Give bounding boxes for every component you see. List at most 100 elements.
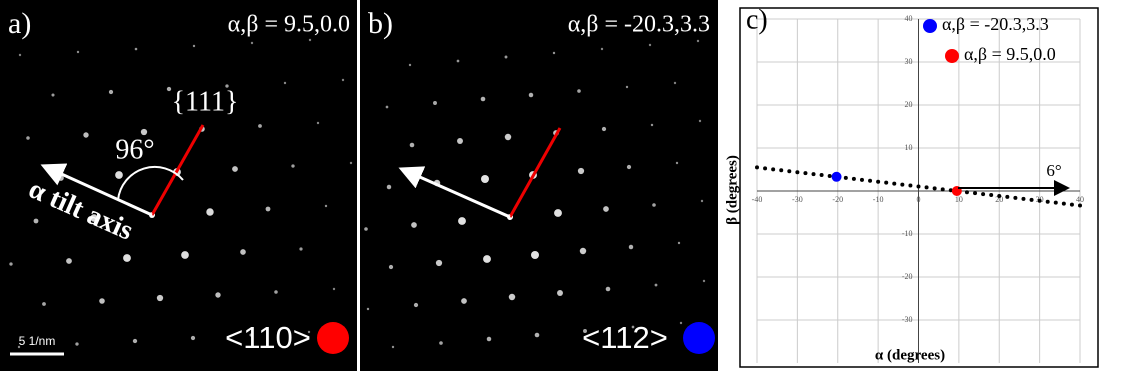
trace-point <box>851 176 856 181</box>
tilt-angles: α,β = 9.5,0.0 <box>228 12 350 38</box>
diffraction-spot <box>240 249 246 255</box>
diffraction-spot <box>181 251 189 259</box>
panel-label: a) <box>8 7 31 40</box>
diffraction-spot <box>283 81 287 85</box>
diffraction-spot <box>605 286 611 292</box>
trace-point <box>916 184 921 189</box>
trace-point <box>819 173 824 178</box>
trace-point <box>811 172 816 177</box>
trace-point <box>843 175 848 180</box>
legend-swatch <box>923 19 937 33</box>
trace-point <box>908 183 913 188</box>
diffraction-spot <box>51 93 55 97</box>
diffraction-spot <box>481 175 489 183</box>
diffraction-spot <box>577 89 581 93</box>
diffraction-spot <box>156 294 164 302</box>
diffraction-spot <box>486 336 492 342</box>
trace-point <box>940 187 945 192</box>
diffraction-spot <box>554 209 562 217</box>
y-tick-label: 30 <box>905 57 913 66</box>
plane-line <box>150 124 205 216</box>
panel-label: c) <box>746 4 768 35</box>
trace-point <box>997 193 1002 198</box>
y-tick-label: -20 <box>902 272 913 281</box>
diffraction-spot <box>66 258 72 264</box>
trace-point <box>900 182 905 187</box>
diffraction-spot <box>652 203 656 207</box>
diffraction-spot <box>504 133 512 141</box>
diffraction-spot <box>435 259 443 267</box>
diffraction-spot <box>457 138 463 144</box>
diffraction-spot <box>413 302 419 308</box>
y-tick-label: 40 <box>905 14 913 23</box>
diffraction-spot <box>249 333 253 337</box>
diffraction-spot <box>433 101 437 105</box>
trace-point <box>763 166 768 171</box>
diffraction-spot <box>601 126 607 132</box>
diffraction-spot <box>108 89 114 95</box>
trace-point <box>1021 196 1026 201</box>
diffraction-spot <box>332 287 336 291</box>
trace-point <box>1005 194 1010 199</box>
plane-label: {111} <box>172 86 239 117</box>
diffraction-image <box>0 0 357 371</box>
diffraction-spot <box>696 39 700 43</box>
scale-label: 5 1/nm <box>19 334 56 348</box>
x-tick-label: 20 <box>995 195 1003 204</box>
diffraction-spot <box>232 166 238 172</box>
trace-point <box>964 190 969 195</box>
diffraction-spot <box>600 47 604 51</box>
diffraction-spot <box>33 218 39 224</box>
diffraction-spot <box>324 204 328 208</box>
diffraction-spot <box>650 123 654 127</box>
diffraction-spot <box>42 302 46 306</box>
diffraction-spot <box>9 262 13 266</box>
diffraction-spot <box>648 43 652 47</box>
trace-point <box>1069 202 1074 207</box>
diffraction-spot <box>388 264 394 270</box>
trace-point <box>868 178 873 183</box>
diffraction-spot <box>391 345 395 349</box>
diffraction-spot <box>250 41 254 45</box>
diffraction-spot <box>215 292 221 298</box>
trace-point <box>1078 203 1082 208</box>
diffraction-spot <box>83 132 89 138</box>
diffraction-spot <box>76 50 80 54</box>
diffraction-spot <box>673 81 677 85</box>
diffraction-spot <box>461 298 467 304</box>
tilt-arrow <box>40 163 153 217</box>
diffraction-spot <box>483 255 491 263</box>
diffraction-spot <box>480 96 486 102</box>
diffraction-spot <box>679 321 683 325</box>
x-tick-label: -20 <box>832 195 843 204</box>
trace-point <box>981 192 986 197</box>
diffraction-spot <box>99 298 105 304</box>
diffraction-spot <box>408 63 412 67</box>
diffraction-spot <box>631 325 635 329</box>
diffraction-image <box>360 0 718 371</box>
zone-axis: <110> <box>225 320 311 355</box>
y-tick-label: -10 <box>902 229 913 238</box>
diffraction-spot <box>677 241 681 245</box>
diffraction-spot <box>531 251 539 259</box>
diffraction-spot <box>26 136 30 140</box>
diffraction-spot <box>206 208 214 216</box>
diffraction-spot <box>258 124 262 128</box>
x-tick-label: 10 <box>955 195 963 204</box>
diffraction-spot <box>123 254 131 262</box>
trace-point <box>973 191 978 196</box>
zone-marker <box>317 322 349 354</box>
annotation: 6° <box>1046 161 1061 180</box>
trace-point <box>1037 198 1042 203</box>
diffraction-spot <box>17 345 21 349</box>
trace-point <box>1061 201 1066 206</box>
diffraction-spot <box>456 59 460 63</box>
diffraction-spot <box>140 128 148 136</box>
trace-point <box>1045 199 1050 204</box>
x-tick-label: -10 <box>873 195 884 204</box>
trace-point <box>787 169 792 174</box>
trace-point <box>779 168 784 173</box>
y-tick-label: -30 <box>902 315 913 324</box>
diffraction-spot <box>557 290 563 296</box>
